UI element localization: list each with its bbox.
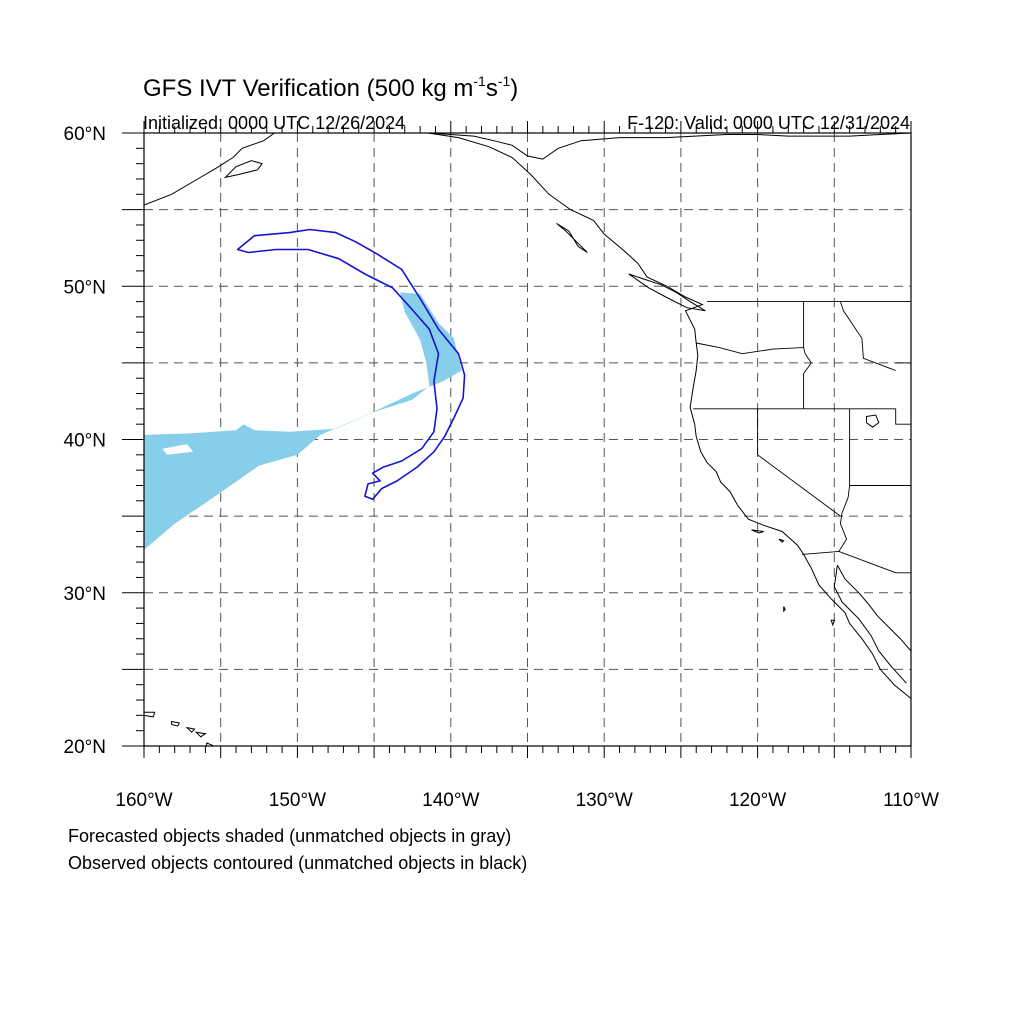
valid-time: F-120: Valid: 0000 UTC 12/31/2024 [627,113,910,133]
x-tick-label: 140°W [422,790,479,811]
island-haida-gwaii [556,222,588,253]
observed-object-contour [236,228,466,501]
island-vancouver-island [628,273,706,312]
observed-object [236,228,466,501]
grid-lines [144,133,911,746]
border-nv-ut [847,408,851,498]
border-idaho-east [839,301,896,371]
coastline-alaska-arc [144,133,275,206]
island [171,720,181,727]
legend-line-observed: Observed objects contoured (unmatched ob… [68,853,527,873]
island [751,529,764,534]
island [778,538,785,543]
border-us-mexico [802,550,911,574]
border-az [838,497,849,552]
island [830,619,835,627]
map-title: GFS IVT Verification (500 kg m-1s-1) [143,73,518,102]
axis-labels: 160°W 150°W 140°W 130°W 120°W 110°W 20°N 30°N 40… [64,124,939,811]
forecast-object-shading [144,292,462,550]
island [185,726,196,733]
border-wa-or [696,342,804,355]
coastline-bc-coast [427,133,911,699]
init-time: Initialized: 0000 UTC 12/26/2024 [143,113,405,133]
border-wa-id [803,301,806,354]
y-tick-label: 50°N [64,277,106,298]
y-tick-label: 30°N [64,584,106,605]
y-tick-label: 20°N [64,737,106,758]
island [144,711,156,718]
legend-line-forecast: Forecasted objects shaded (unmatched obj… [68,826,511,846]
coastline-north-america [427,133,911,160]
x-tick-label: 110°W [883,790,939,811]
border-or-id [803,353,812,409]
coastline-gulf-coast [836,564,911,652]
x-tick-label: 130°W [576,790,633,811]
x-tick-label: 120°W [729,790,786,811]
axis-ticks [122,121,912,758]
y-tick-label: 60°N [64,124,106,145]
x-tick-label: 160°W [115,790,172,811]
coastline-baja-inner [833,565,907,684]
island [783,606,786,613]
island-kodiak [223,160,263,179]
island [194,731,207,738]
state-borders [693,301,911,574]
border-ut-east [895,408,911,425]
forecast-object-gap [162,444,194,455]
forecast-object [144,292,462,550]
x-tick-label: 150°W [269,790,326,811]
y-tick-label: 40°N [64,431,106,452]
island-salt-lake [866,414,880,428]
map-area [144,133,911,746]
coastlines [144,133,911,746]
border-ca-nv [757,408,841,517]
